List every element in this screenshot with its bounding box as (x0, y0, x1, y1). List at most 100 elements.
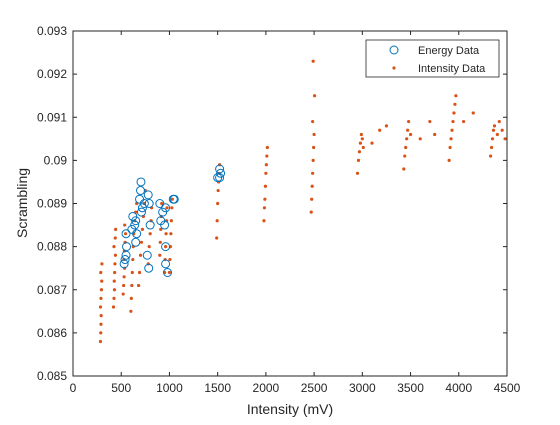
y-tick-label: 0.09 (44, 153, 68, 167)
intensity-data-point (138, 253, 143, 257)
x-tick-label: 2500 (301, 381, 328, 395)
intensity-data-point (215, 219, 219, 223)
intensity-data-point (122, 283, 126, 288)
intensity-data-point (428, 119, 432, 124)
intensity-data-point (111, 305, 116, 309)
intensity-data-point (378, 128, 382, 132)
energy-data-point (161, 242, 171, 252)
intensity-data-point (216, 201, 220, 206)
intensity-data-point (403, 154, 407, 158)
energy-data-point (131, 237, 141, 247)
energy-data-point (136, 207, 146, 217)
y-axis-ticks: 0.085 0.086 0.087 0.088 0.089 0.09 0.091 0.092 0… (37, 24, 507, 383)
intensity-data-point (112, 245, 116, 249)
x-tick-label: 1000 (156, 381, 183, 395)
y-tick-label: 0.088 (37, 240, 67, 254)
x-tick-label: 1500 (204, 381, 231, 395)
intensity-data-point (123, 223, 127, 227)
energy-data-point (160, 220, 170, 230)
intensity-data-point (99, 314, 103, 318)
intensity-data-point (265, 145, 269, 150)
x-axis-ticks: 0 500 1000 1500 2000 2500 3000 3500 4000 4500 (70, 31, 521, 395)
intensity-data-point (169, 232, 173, 236)
x-tick-label: 3000 (349, 381, 376, 395)
intensity-data-point (140, 227, 145, 231)
intensity-data-point (312, 94, 317, 98)
intensity-data-point (311, 171, 315, 175)
intensity-data-point (402, 167, 406, 171)
y-tick-label: 0.092 (37, 67, 67, 81)
intensity-data-point (98, 305, 103, 309)
intensity-data-point (263, 184, 268, 188)
intensity-data-point (312, 132, 316, 137)
energy-data-point (137, 203, 147, 213)
intensity-data-point (137, 270, 142, 275)
energy-data-point (155, 199, 165, 208)
energy-data-point (161, 259, 171, 269)
energy-data-point (142, 250, 152, 260)
intensity-data-point (160, 201, 164, 206)
intensity-data-point (113, 270, 117, 275)
intensity-data-point (451, 119, 455, 124)
intensity-data-point (99, 322, 103, 326)
intensity-data-point (112, 279, 116, 283)
intensity-data-point (355, 171, 360, 175)
intensity-data-point (165, 206, 169, 210)
intensity-data-point (407, 119, 411, 124)
intensity-data-point (170, 197, 174, 201)
intensity-data-point (492, 124, 497, 128)
intensity-data-point (158, 240, 162, 244)
y-tick-label: 0.087 (37, 283, 67, 297)
x-tick-label: 4500 (494, 381, 521, 395)
x-tick-label: 500 (111, 381, 131, 395)
energy-data-point (136, 186, 146, 196)
intensity-data-point (357, 150, 362, 154)
x-tick-label: 3500 (397, 381, 424, 395)
x-tick-label: 0 (70, 381, 77, 395)
y-tick-label: 0.086 (37, 326, 67, 340)
intensity-data-point (311, 158, 315, 162)
intensity-data-point (489, 154, 493, 158)
intensity-data-point (450, 128, 454, 132)
x-tick-label: 4000 (445, 381, 472, 395)
energy-data-point (121, 229, 131, 239)
legend-intensity-marker (392, 66, 396, 70)
energy-data-point (215, 164, 225, 174)
intensity-data-point (130, 270, 134, 275)
intensity-data-point (130, 283, 134, 288)
energy-data-point (216, 168, 226, 178)
energy-data-point (169, 194, 179, 204)
intensity-data-point (121, 292, 125, 296)
intensity-data-point (408, 132, 413, 137)
intensity-data-point (164, 232, 168, 236)
intensity-data-point (311, 59, 315, 63)
intensity-data-point (404, 145, 408, 150)
energy-data-point (119, 259, 129, 269)
intensity-data-point (311, 119, 315, 124)
energy-data-point (145, 220, 155, 230)
intensity-data-point (215, 236, 219, 240)
intensity-data-point (131, 257, 135, 262)
y-tick-label: 0.093 (37, 24, 67, 38)
energy-data-point (144, 199, 154, 208)
intensity-data-point (448, 145, 452, 150)
energy-data-point (131, 216, 141, 226)
intensity-data-point (497, 119, 501, 124)
energy-data-point (163, 268, 173, 277)
intensity-data-point (309, 210, 313, 214)
intensity-data-point (216, 188, 220, 193)
intensity-data-point (418, 137, 422, 141)
energy-data-point (120, 255, 130, 265)
intensity-data-point (148, 232, 152, 236)
intensity-data-point (503, 137, 507, 141)
intensity-data-point (406, 128, 410, 132)
intensity-data-point (489, 145, 494, 150)
intensity-data-point (370, 141, 374, 145)
intensity-data-point (358, 141, 362, 145)
x-tick-label: 2000 (253, 381, 280, 395)
intensity-data-point (263, 197, 267, 201)
intensity-data-point (360, 137, 364, 141)
intensity-data-point (158, 253, 162, 257)
intensity-data-point (447, 158, 451, 162)
